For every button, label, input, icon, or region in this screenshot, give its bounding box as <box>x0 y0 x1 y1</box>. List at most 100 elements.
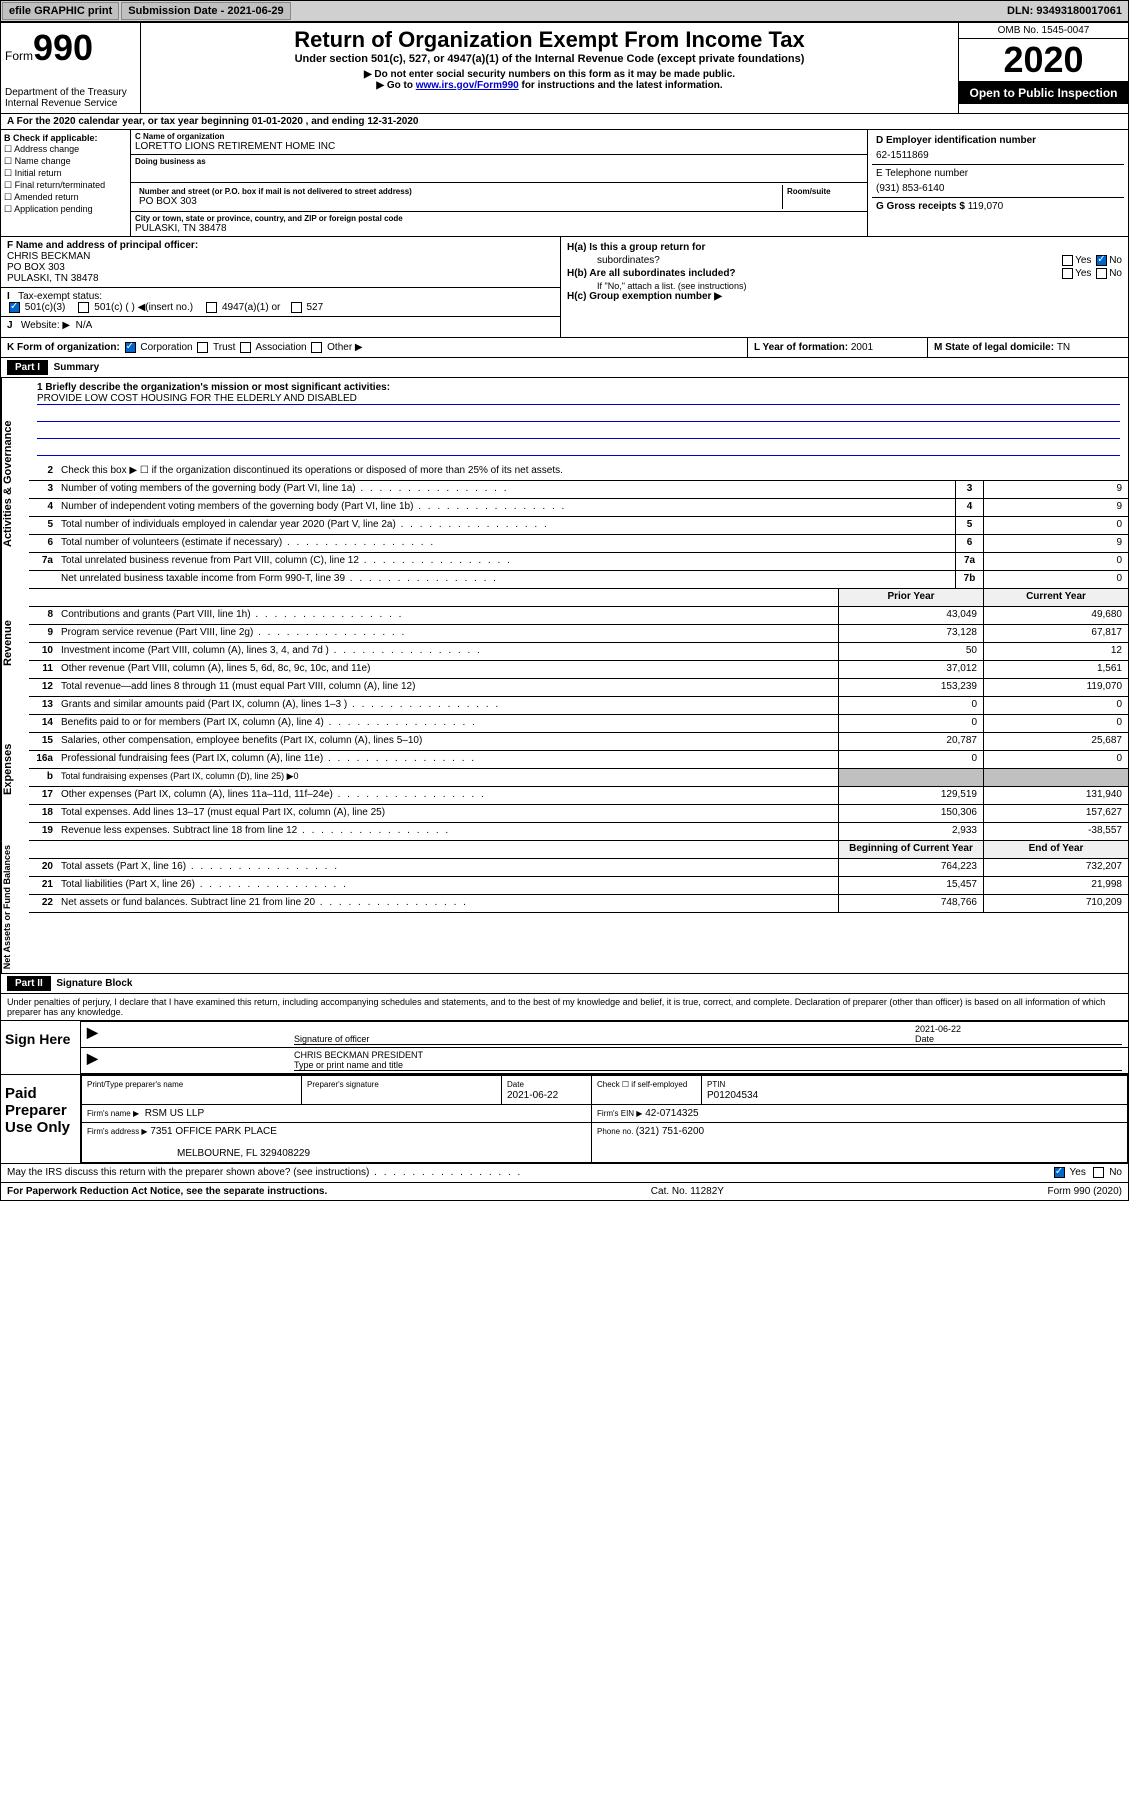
date-label: Date <box>915 1034 934 1044</box>
line7a-desc: Total unrelated business revenue from Pa… <box>57 553 955 570</box>
arrow-icon: ▶ <box>87 1050 98 1066</box>
line16b-desc: Total fundraising expenses (Part IX, col… <box>57 769 838 786</box>
form-number: 990 <box>33 27 93 68</box>
declaration-text: Under penalties of perjury, I declare th… <box>1 994 1128 1020</box>
line8-curr: 49,680 <box>983 607 1128 624</box>
prep-name-label: Print/Type preparer's name <box>87 1080 183 1089</box>
line11-curr: 1,561 <box>983 661 1128 678</box>
line9-prior: 73,128 <box>838 625 983 642</box>
officer-name-title: CHRIS BECKMAN PRESIDENT <box>294 1050 423 1060</box>
cb-corp[interactable] <box>125 342 136 353</box>
current-year-hdr: Current Year <box>983 589 1128 606</box>
type-name-label: Type or print name and title <box>294 1060 403 1070</box>
side-revenue: Revenue <box>1 589 29 697</box>
q2-text: Check this box ▶ ☐ if the organization d… <box>57 463 1128 480</box>
city-state-zip: PULASKI, TN 38478 <box>135 223 863 234</box>
cb-name-change[interactable]: ☐ Name change <box>4 156 127 167</box>
cb-assoc[interactable] <box>240 342 251 353</box>
m-label: M State of legal domicile: <box>934 342 1057 353</box>
phone-label: Phone no. <box>597 1127 636 1136</box>
form-title: Return of Organization Exempt From Incom… <box>151 27 948 53</box>
cb-527[interactable] <box>291 302 302 313</box>
side-netassets: Net Assets or Fund Balances <box>1 841 29 973</box>
hb-no[interactable] <box>1096 268 1107 279</box>
line8-prior: 43,049 <box>838 607 983 624</box>
line10-prior: 50 <box>838 643 983 660</box>
org-name-label: C Name of organization <box>135 132 863 141</box>
line9-desc: Program service revenue (Part VIII, line… <box>57 625 838 642</box>
dba-label: Doing business as <box>135 157 863 166</box>
line5-desc: Total number of individuals employed in … <box>57 517 955 534</box>
hb-note: If "No," attach a list. (see instruction… <box>567 281 1122 291</box>
hb-yes[interactable] <box>1062 268 1073 279</box>
line18-prior: 150,306 <box>838 805 983 822</box>
l-label: L Year of formation: <box>754 342 851 353</box>
line19-curr: -38,557 <box>983 823 1128 840</box>
line16a-curr: 0 <box>983 751 1128 768</box>
cb-final-return[interactable]: ☐ Final return/terminated <box>4 180 127 191</box>
cb-initial-return[interactable]: ☐ Initial return <box>4 168 127 179</box>
line16a-desc: Professional fundraising fees (Part IX, … <box>57 751 838 768</box>
line15-prior: 20,787 <box>838 733 983 750</box>
line4-desc: Number of independent voting members of … <box>57 499 955 516</box>
gross-label: G Gross receipts $ <box>876 201 968 212</box>
part2-header: Part II <box>7 976 51 991</box>
discuss-no[interactable] <box>1093 1167 1104 1178</box>
paid-preparer-label: Paid Preparer Use Only <box>1 1075 81 1163</box>
cb-4947[interactable] <box>206 302 217 313</box>
ha-yes[interactable] <box>1062 255 1073 266</box>
line16b-curr <box>983 769 1128 786</box>
goto-note: ▶ Go to www.irs.gov/Form990 for instruct… <box>151 80 948 91</box>
hb-label: H(b) Are all subordinates included? <box>567 268 736 279</box>
line11-prior: 37,012 <box>838 661 983 678</box>
line13-curr: 0 <box>983 697 1128 714</box>
line19-desc: Revenue less expenses. Subtract line 18 … <box>57 823 838 840</box>
begin-year-hdr: Beginning of Current Year <box>838 841 983 858</box>
line14-curr: 0 <box>983 715 1128 732</box>
line21-desc: Total liabilities (Part X, line 26) <box>57 877 838 894</box>
cb-address-change[interactable]: ☐ Address change <box>4 144 127 155</box>
discuss-yes[interactable] <box>1054 1167 1065 1178</box>
firm-name-label: Firm's name ▶ <box>87 1109 139 1118</box>
cb-501c3[interactable] <box>9 302 20 313</box>
line18-curr: 157,627 <box>983 805 1128 822</box>
sign-here-label: Sign Here <box>1 1021 81 1074</box>
cb-trust[interactable] <box>197 342 208 353</box>
line18-desc: Total expenses. Add lines 13–17 (must eq… <box>57 805 838 822</box>
m-value: TN <box>1057 342 1070 353</box>
ha-no[interactable] <box>1096 255 1107 266</box>
side-expenses: Expenses <box>1 697 29 841</box>
prep-date-label: Date <box>507 1080 524 1089</box>
line7a-val: 0 <box>983 553 1128 570</box>
firm-name: RSM US LLP <box>145 1108 204 1119</box>
k-label: K Form of organization: <box>7 342 120 353</box>
website-value: N/A <box>76 320 93 331</box>
hc-label: H(c) Group exemption number ▶ <box>567 291 1122 302</box>
line22-curr: 710,209 <box>983 895 1128 912</box>
officer-label: F Name and address of principal officer: <box>7 240 554 251</box>
city-label: City or town, state or province, country… <box>135 214 863 223</box>
firm-ein-label: Firm's EIN ▶ <box>597 1109 642 1118</box>
line12-prior: 153,239 <box>838 679 983 696</box>
irs-link[interactable]: www.irs.gov/Form990 <box>416 80 519 91</box>
line10-desc: Investment income (Part VIII, column (A)… <box>57 643 838 660</box>
line20-curr: 732,207 <box>983 859 1128 876</box>
form-990: Form990 Department of the Treasury Inter… <box>0 22 1129 1201</box>
cb-application-pending[interactable]: ☐ Application pending <box>4 204 127 215</box>
line14-desc: Benefits paid to or for members (Part IX… <box>57 715 838 732</box>
firm-ein: 42-0714325 <box>645 1108 698 1119</box>
street-address: PO BOX 303 <box>139 196 778 207</box>
l-value: 2001 <box>851 342 873 353</box>
cb-amended-return[interactable]: ☐ Amended return <box>4 192 127 203</box>
part1-header: Part I <box>7 360 48 375</box>
open-inspection: Open to Public Inspection <box>959 82 1128 104</box>
line22-desc: Net assets or fund balances. Subtract li… <box>57 895 838 912</box>
mission-text: PROVIDE LOW COST HOUSING FOR THE ELDERLY… <box>37 393 1120 405</box>
submission-date-button[interactable]: Submission Date - 2021-06-29 <box>121 2 290 20</box>
cb-other[interactable] <box>311 342 322 353</box>
ein-label: D Employer identification number <box>876 135 1120 146</box>
efile-print-button[interactable]: efile GRAPHIC print <box>2 2 119 20</box>
line12-curr: 119,070 <box>983 679 1128 696</box>
gross-value: 119,070 <box>968 201 1003 212</box>
cb-501c[interactable] <box>78 302 89 313</box>
